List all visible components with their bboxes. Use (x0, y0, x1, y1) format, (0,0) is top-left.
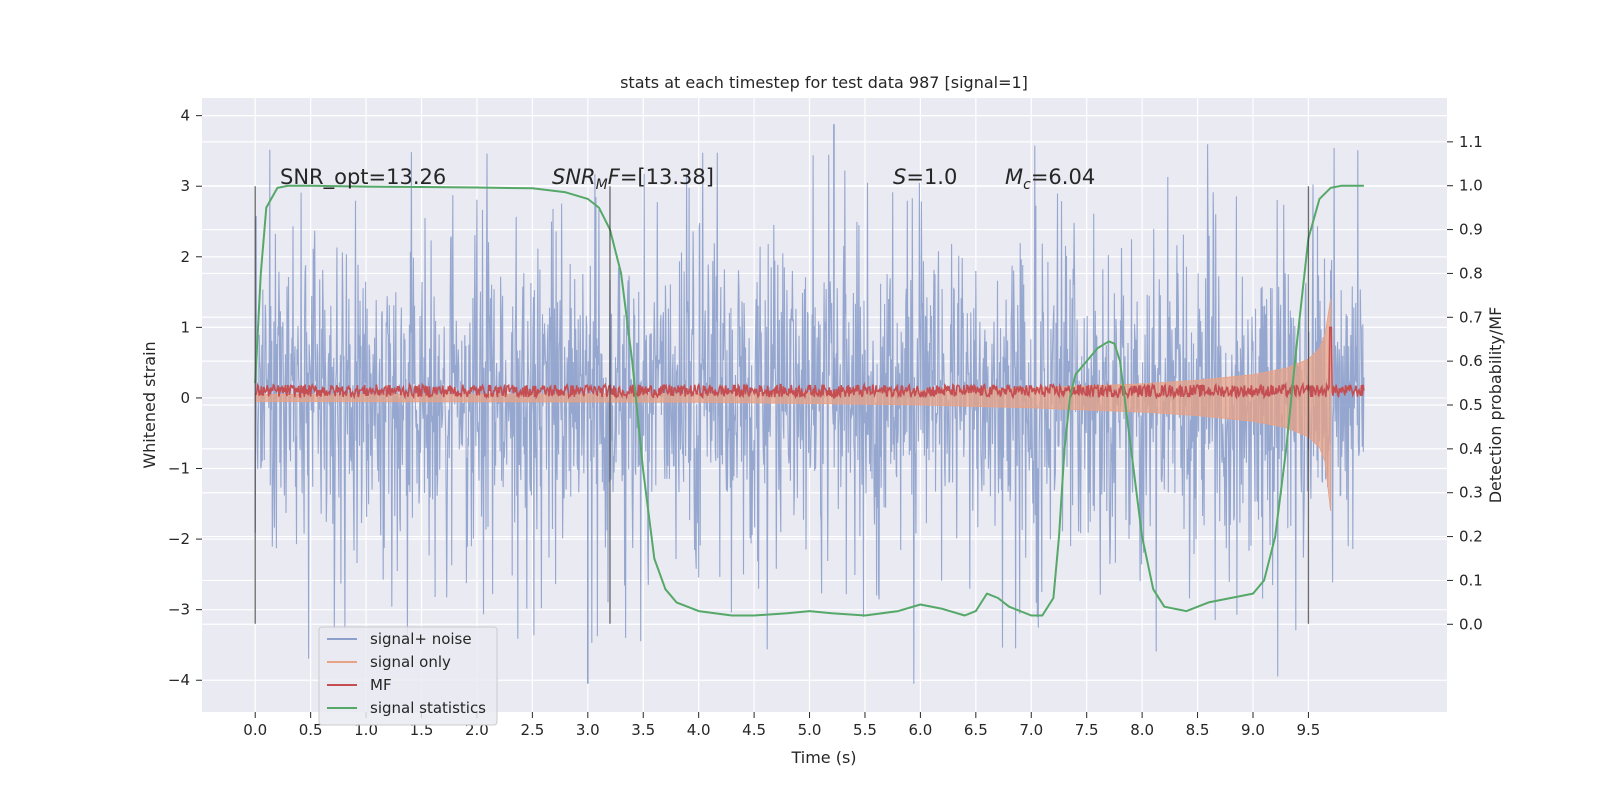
x-tick-label: 3.0 (576, 721, 600, 739)
x-tick-label: 0.0 (243, 721, 267, 739)
y-right-tick-label: 0.5 (1459, 396, 1483, 414)
annotation-s: S=1.0 (893, 165, 957, 189)
mc-symbol: M (1005, 165, 1023, 189)
y-tick-label: −3 (168, 601, 190, 619)
y-tick-label: −1 (168, 460, 190, 478)
y-axis-label-right: Detection probability/MF (1486, 307, 1505, 504)
annotation-snr-opt: SNR_opt=13.26 (280, 165, 446, 190)
snr-mf-f: F (608, 165, 621, 189)
y-right-tick-label: 0.9 (1459, 221, 1483, 239)
mc-subscript: c (1023, 177, 1031, 193)
legend-box (318, 626, 498, 726)
y-right-tick-label: 0.6 (1459, 352, 1483, 370)
x-tick-label: 7.0 (1019, 721, 1043, 739)
y-tick-label: 0 (180, 389, 190, 407)
y-tick-label: 3 (180, 177, 190, 195)
vertical-lines (254, 186, 1310, 624)
y-right-tick-label: 0.8 (1459, 264, 1483, 282)
y-right-tick-label: 0.3 (1459, 484, 1483, 502)
y-axis-label: Whitened strain (140, 341, 159, 468)
y-tick-label: −4 (168, 671, 190, 689)
s-value: =1.0 (906, 165, 957, 189)
x-tick-label: 8.0 (1130, 721, 1154, 739)
legend-label-signal-only: signal only (370, 653, 451, 671)
x-tick-label: 4.5 (742, 721, 766, 739)
y-tick-label: 1 (180, 318, 190, 336)
y-right-tick-label: 0.7 (1459, 308, 1483, 326)
snr-mf-value: =[13.38] (620, 165, 714, 189)
x-tick-label: 6.0 (908, 721, 932, 739)
y-tick-label: −2 (168, 530, 190, 548)
y-right-tick-label: 0.0 (1459, 615, 1483, 633)
x-tick-label: 2.5 (520, 721, 544, 739)
y-tick-label: 2 (180, 248, 190, 266)
chart-title: stats at each timestep for test data 987… (620, 73, 1028, 92)
y-right-tick-label: 1.0 (1459, 177, 1483, 195)
x-tick-label: 9.5 (1296, 721, 1320, 739)
y-right-tick-label: 0.2 (1459, 528, 1483, 546)
annotation-mc: Mc=6.04 (1005, 165, 1095, 193)
y-tick-label: 4 (180, 107, 190, 125)
legend-label-signal-statistics: signal statistics (370, 699, 486, 717)
x-axis-label: Time (s) (790, 748, 856, 767)
x-tick-label: 0.5 (299, 721, 323, 739)
series-mf (254, 326, 1365, 400)
x-tick-label: 6.5 (964, 721, 988, 739)
legend: signal+ noise signal only MF signal stat… (318, 626, 498, 726)
s-symbol: S (893, 165, 906, 189)
x-tick-label: 8.5 (1186, 721, 1210, 739)
series-layer (254, 124, 1365, 684)
x-tick-label: 7.5 (1075, 721, 1099, 739)
x-tick-label: 3.5 (631, 721, 655, 739)
x-tick-label: 5.0 (798, 721, 822, 739)
x-tick-label: 9.0 (1241, 721, 1265, 739)
snr-mf-subscript: M (596, 177, 608, 193)
y-right-tick-label: 0.1 (1459, 571, 1483, 589)
x-tick-label: 5.5 (853, 721, 877, 739)
y-right-tick-label: 1.1 (1459, 133, 1483, 151)
annotation-snr-mf: SNRMF=[13.38] (552, 165, 714, 193)
snr-mf-symbol: SNR (552, 165, 596, 189)
legend-label-mf: MF (370, 676, 392, 694)
legend-label-signal-noise: signal+ noise (370, 630, 472, 648)
series-signal-statistics (254, 184, 1364, 617)
y-right-tick-label: 0.4 (1459, 440, 1483, 458)
x-tick-label: 4.0 (687, 721, 711, 739)
mc-value: =6.04 (1031, 165, 1095, 189)
